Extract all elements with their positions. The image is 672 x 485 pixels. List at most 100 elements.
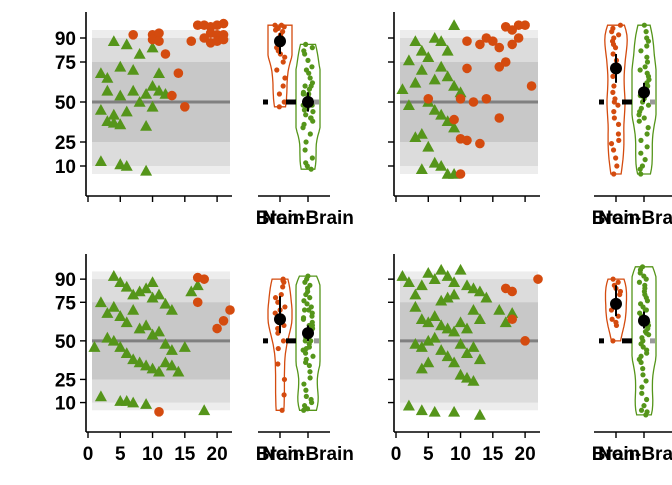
violin-point <box>637 166 643 172</box>
brain-point <box>500 57 511 67</box>
violin-point <box>310 109 316 115</box>
non-brain-point <box>114 89 127 101</box>
non-brain-point <box>499 316 512 328</box>
violin-point <box>303 387 309 393</box>
non-brain-point <box>409 288 422 300</box>
violin-point <box>279 407 285 413</box>
violin-point <box>303 112 309 118</box>
violin-point <box>610 73 616 79</box>
violin-point <box>278 291 284 298</box>
non-brain-point <box>435 319 448 331</box>
non-brain-point <box>107 300 120 312</box>
non-brain-point <box>94 104 107 115</box>
violin-point <box>280 83 286 89</box>
violin-point <box>612 45 619 51</box>
non-brain-point <box>441 115 454 126</box>
non-brain-point <box>146 362 159 374</box>
violin-point <box>301 307 308 313</box>
non-brain-point <box>454 86 467 98</box>
violin-point <box>637 67 643 73</box>
brain-point <box>513 33 524 43</box>
violin-point <box>305 57 311 64</box>
non-brain-point <box>454 263 467 275</box>
non-brain-point <box>435 60 448 72</box>
brain-point <box>218 18 229 29</box>
brain-point <box>218 34 229 45</box>
violin-point <box>644 43 650 49</box>
violin-point <box>613 155 619 161</box>
brain-point <box>173 68 184 78</box>
non-brain-point <box>140 88 153 99</box>
non-brain-point <box>146 41 159 53</box>
non-brain-point <box>146 328 159 340</box>
non-brain-point <box>493 304 506 315</box>
violin-point <box>308 115 314 121</box>
violin-point <box>275 345 281 352</box>
violin-point <box>611 115 617 121</box>
non-brain-point <box>448 325 461 337</box>
violin-point <box>302 350 309 356</box>
y-tick-label: 50 <box>55 93 76 114</box>
non-brain-point <box>94 67 107 78</box>
violin-point <box>282 75 288 81</box>
non-brain-point <box>435 35 448 46</box>
violin-point <box>282 304 288 310</box>
non-brain-point <box>461 322 473 334</box>
non-brain-point <box>114 60 127 72</box>
non-brain-point <box>428 310 441 321</box>
violin-point <box>310 353 316 359</box>
violin-point <box>307 75 313 81</box>
non-brain-point <box>422 266 435 278</box>
violin-point <box>615 131 622 137</box>
non-brain-point <box>428 273 441 284</box>
non-brain-point <box>454 337 467 349</box>
non-brain-point <box>415 313 428 325</box>
brain-point <box>192 297 203 308</box>
non-brain-point <box>428 104 441 115</box>
violin-category-label: Non-Brain <box>262 208 354 229</box>
violin-point <box>309 64 315 70</box>
violin-category-label: Brain <box>592 444 641 465</box>
brain-point <box>520 20 530 31</box>
violin-point <box>308 338 314 344</box>
non-brain-point <box>140 398 153 409</box>
violin-point <box>644 144 650 150</box>
non-brain-point <box>473 313 486 325</box>
violin-category-label: Brain <box>256 444 305 465</box>
x-tick-label: 0 <box>83 444 94 465</box>
non-brain-point <box>448 80 461 91</box>
non-brain-point <box>415 44 428 56</box>
non-brain-point <box>185 285 198 297</box>
non-brain-point <box>454 316 467 328</box>
violin-point <box>309 155 315 161</box>
violin-point <box>644 54 650 60</box>
non-brain-point <box>441 44 454 56</box>
non-brain-point <box>191 279 204 291</box>
brain-point <box>494 42 505 53</box>
violin-point <box>303 291 309 298</box>
non-brain-point <box>473 285 486 297</box>
non-brain-point <box>428 73 441 85</box>
non-brain-point <box>422 356 435 368</box>
non-brain-point <box>415 163 428 174</box>
non-brain-point <box>409 76 422 88</box>
violin-point <box>643 378 649 384</box>
brain-point <box>462 63 472 74</box>
non-brain-point <box>94 390 107 402</box>
brain-point <box>180 102 190 112</box>
brain-point <box>520 336 530 346</box>
y-tick-label: 10 <box>55 157 76 178</box>
brain-point <box>212 323 222 334</box>
violin-point <box>639 384 645 390</box>
violin-point <box>275 25 281 31</box>
violin-point <box>617 291 623 298</box>
violin-point <box>610 276 616 282</box>
violin-point <box>644 350 650 356</box>
violin-point <box>610 89 616 95</box>
non-brain-point <box>441 70 454 82</box>
violin-point <box>308 166 314 172</box>
non-brain-point <box>107 108 120 120</box>
quartile-marker <box>314 338 319 344</box>
non-brain-point <box>428 156 441 168</box>
